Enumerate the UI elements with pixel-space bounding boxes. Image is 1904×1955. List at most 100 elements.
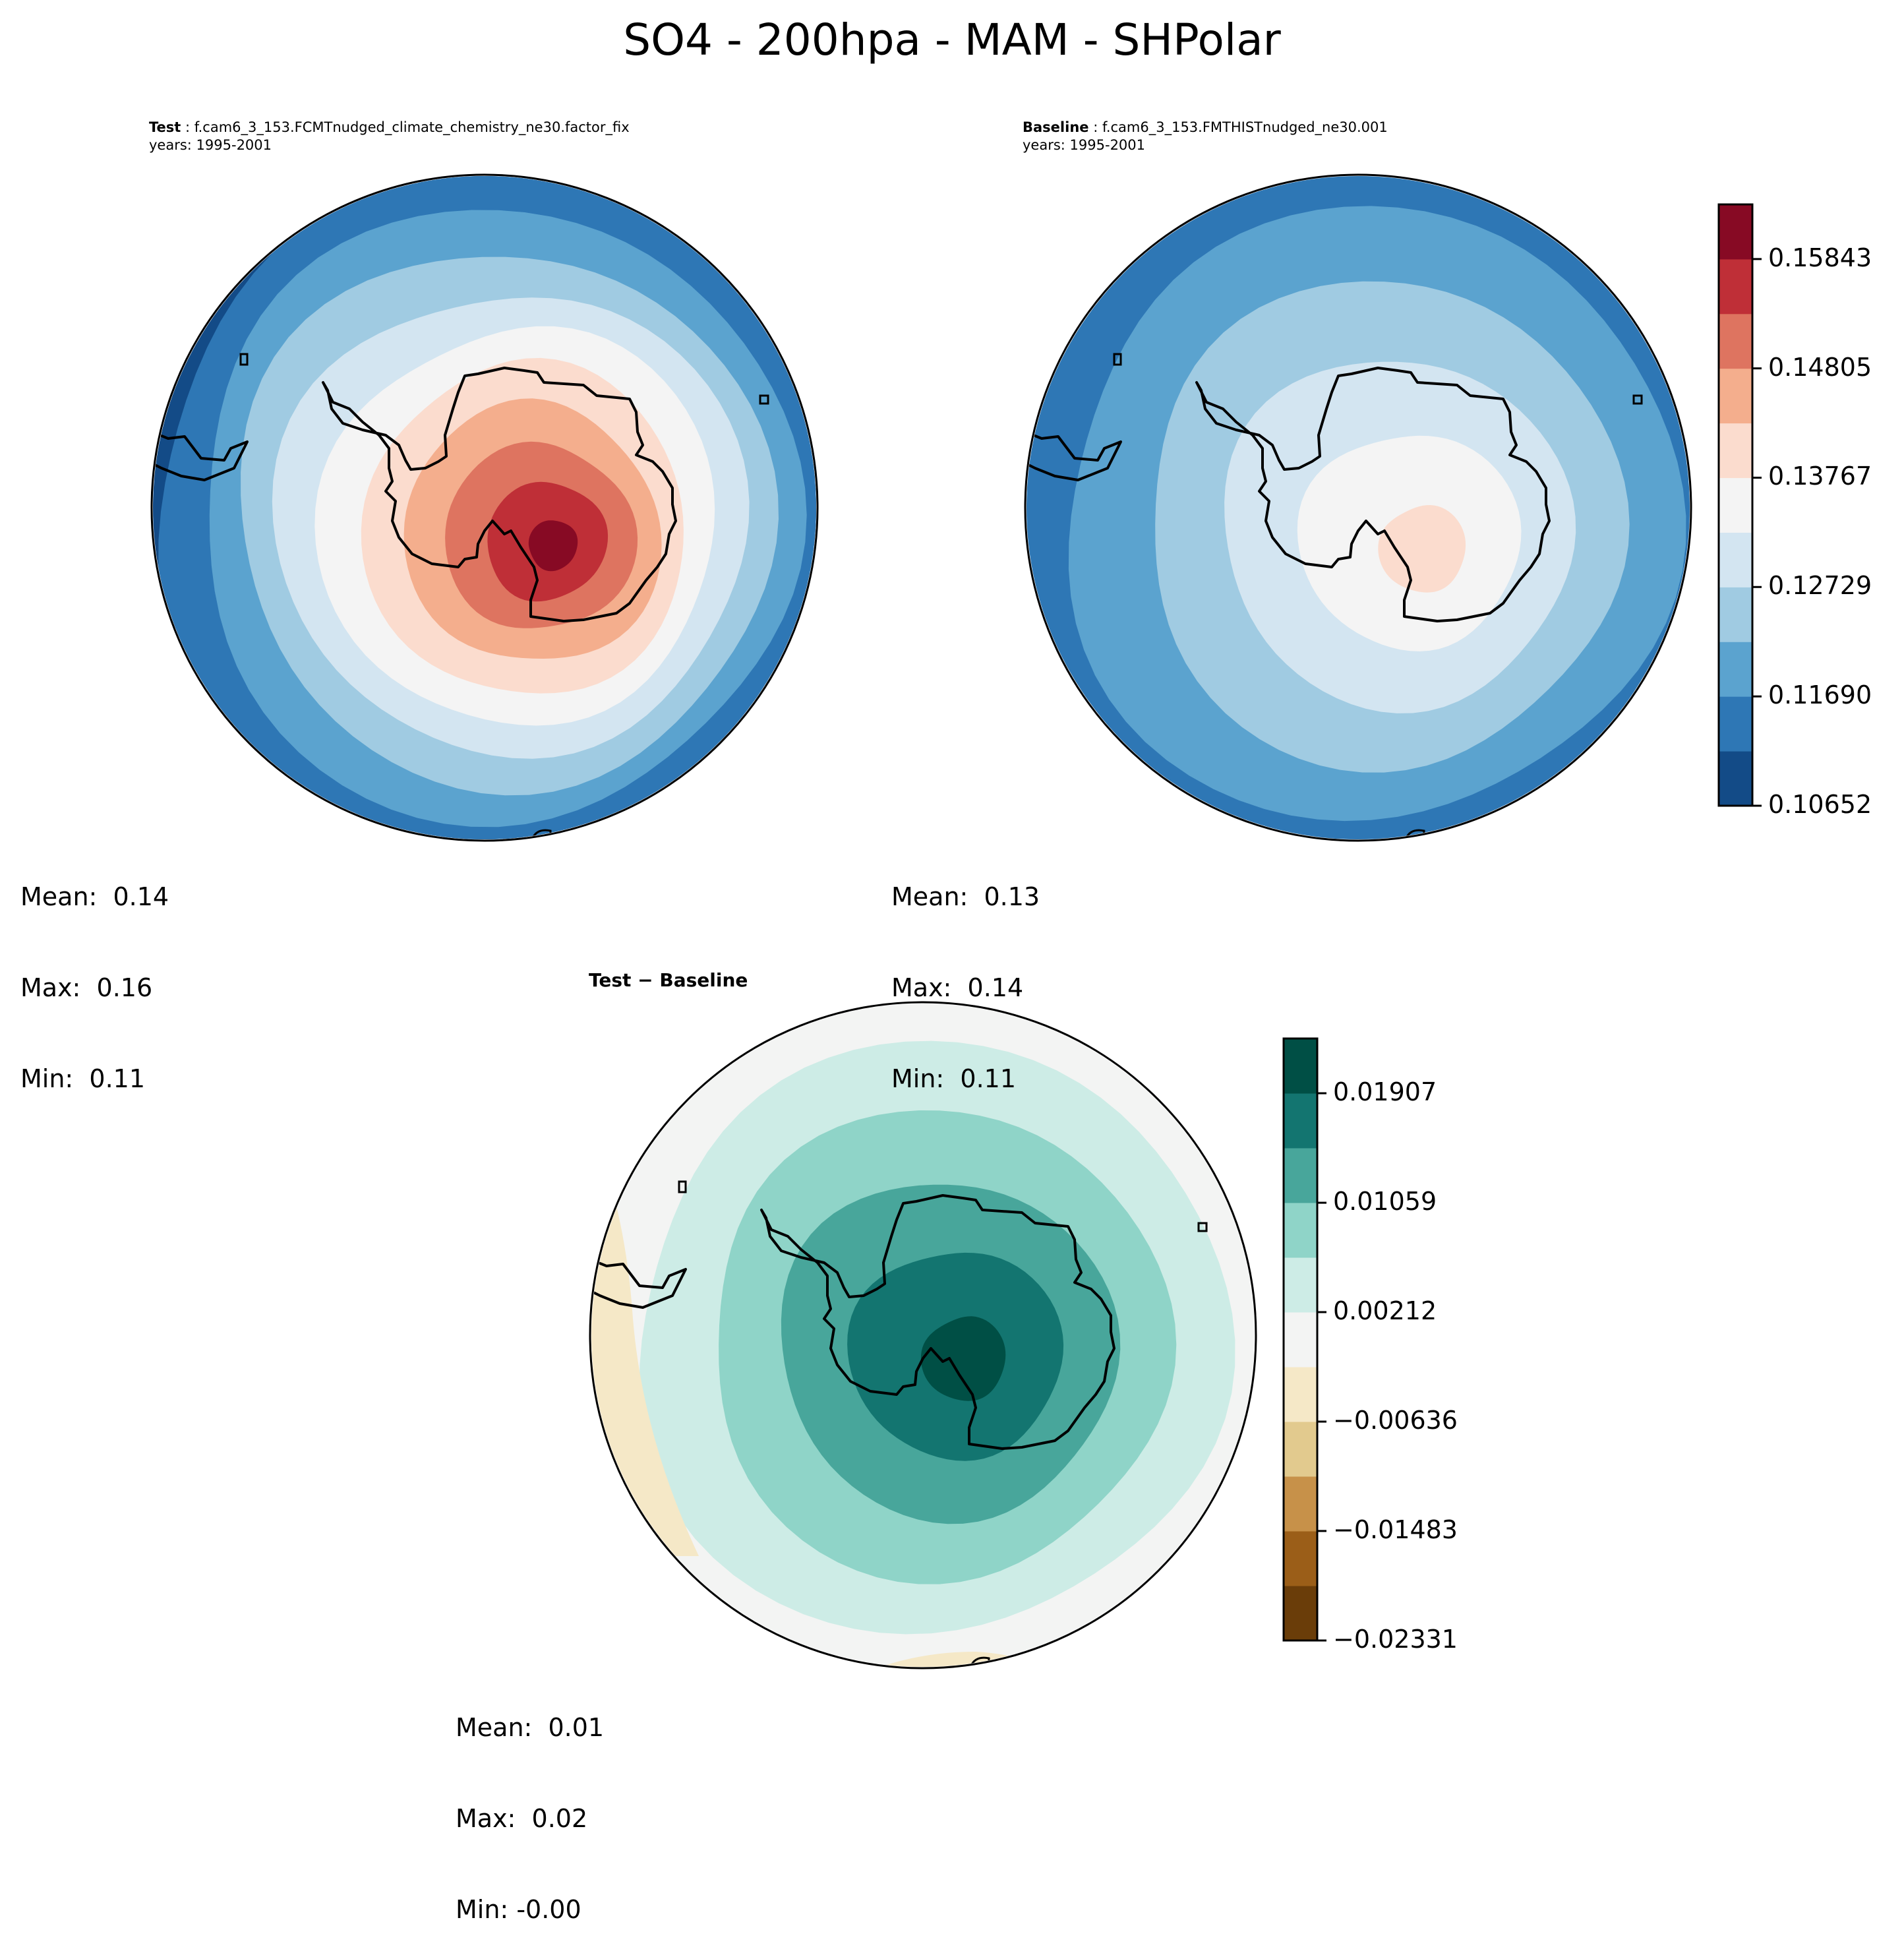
test-map-border	[150, 173, 819, 842]
diff-max-label: Max:	[456, 1804, 532, 1833]
colorbar-tick-label: 0.12729	[1768, 571, 1872, 601]
coastline-island	[529, 829, 552, 839]
contour-band	[528, 520, 578, 572]
colorbar-segment	[1719, 696, 1752, 752]
colorbar-segment	[1284, 1312, 1317, 1368]
colorbar-tick-label: 0.13767	[1768, 462, 1872, 491]
coastline-island	[1632, 394, 1643, 405]
test-case-name: f.cam6_3_153.FCMTnudged_climate_chemistr…	[194, 119, 630, 135]
baseline-years: years: 1995-2001	[1023, 137, 1146, 153]
diff-min: -0.00	[516, 1895, 581, 1924]
diff-title-baseline: Baseline	[659, 969, 748, 991]
colorbar-segment	[1719, 258, 1752, 315]
baseline-case-name: f.cam6_3_153.FMTHISTnudged_ne30.001	[1102, 119, 1388, 135]
test-stats: Mean: 0.14 Max: 0.16 Min: 0.11	[20, 821, 169, 1124]
colorbar-tick-label: 0.10652	[1768, 790, 1872, 819]
colorbar-frame	[1717, 203, 1754, 807]
colorbar-tick-label: 0.01059	[1333, 1187, 1437, 1217]
baseline-min-label: Min:	[891, 1064, 961, 1093]
colorbar-segment	[1284, 1038, 1317, 1094]
baseline-map	[1026, 176, 1690, 839]
baseline-label: Baseline	[1023, 119, 1089, 135]
test-label: Test	[149, 119, 181, 135]
diff-title-test: Test	[589, 969, 632, 991]
test-min-label: Min:	[20, 1064, 90, 1093]
colorbar-tick-label: 0.15843	[1768, 243, 1872, 272]
colorbar-segment	[1719, 642, 1752, 697]
colorbar-segment	[1284, 1203, 1317, 1258]
baseline-min: 0.11	[960, 1064, 1016, 1093]
colorbar-tick-label: 0.14805	[1768, 352, 1872, 382]
contour-band	[920, 1316, 1006, 1401]
colorbar-frame	[1282, 1037, 1319, 1642]
baseline-mean-label: Mean:	[891, 882, 984, 911]
colorbar-tick-label: −0.02331	[1333, 1625, 1458, 1654]
baseline-sep: :	[1088, 119, 1102, 135]
baseline-map-border	[1024, 173, 1692, 842]
coastline-island	[1197, 1222, 1208, 1232]
contour-band	[877, 1652, 1028, 1667]
colorbar-segment	[1284, 1367, 1317, 1422]
contour-band	[591, 1141, 699, 1556]
test-mean: 0.14	[113, 882, 169, 911]
coastline-island	[678, 1180, 687, 1193]
diff-map-border	[589, 1001, 1257, 1669]
colorbar-tick-label: −0.00636	[1333, 1406, 1458, 1435]
colorbar-segment	[1719, 368, 1752, 424]
test-baseline-colorbar	[1717, 203, 1762, 807]
colorbar-segment	[1284, 1093, 1317, 1149]
diff-mean: 0.01	[548, 1713, 605, 1742]
coastline-antarctica	[760, 1194, 1116, 1450]
colorbar-segment	[1719, 204, 1752, 260]
test-header: Test : f.cam6_3_153.FCMTnudged_climate_c…	[149, 119, 630, 154]
coastline-island	[968, 1656, 990, 1667]
diff-min-label: Min:	[456, 1895, 517, 1924]
baseline-mean: 0.13	[984, 882, 1040, 911]
test-mean-label: Mean:	[20, 882, 113, 911]
test-sep: :	[181, 119, 194, 135]
coastline-island	[1113, 353, 1122, 366]
diff-stats: Mean: 0.01 Max: 0.02 Min: -0.00	[456, 1652, 604, 1955]
baseline-stats: Mean: 0.13 Max: 0.14 Min: 0.11	[891, 821, 1040, 1124]
colorbar-segment	[1719, 587, 1752, 642]
colorbar-segment	[1284, 1148, 1317, 1203]
coastline-island	[239, 353, 249, 366]
contour-band	[1378, 505, 1466, 593]
coastline-island	[1403, 829, 1425, 839]
coastline-antarctica	[322, 367, 677, 622]
coastline-south-america	[153, 431, 249, 481]
diff-map	[591, 1004, 1255, 1667]
test-map	[153, 176, 816, 839]
coastline-antarctica	[1195, 367, 1551, 622]
diff-title-op: −	[631, 969, 660, 991]
baseline-max: 0.14	[967, 973, 1024, 1002]
test-max-label: Max:	[20, 973, 97, 1002]
colorbar-tick-label: 0.01907	[1333, 1077, 1437, 1107]
colorbar-segment	[1719, 477, 1752, 533]
test-years: years: 1995-2001	[149, 137, 272, 153]
colorbar-segment	[1719, 532, 1752, 587]
diff-colorbar	[1282, 1037, 1326, 1642]
colorbar-tick-label: −0.01483	[1333, 1515, 1458, 1544]
test-min: 0.11	[89, 1064, 145, 1093]
test-max: 0.16	[96, 973, 153, 1002]
colorbar-segment	[1284, 1476, 1317, 1532]
colorbar-segment	[1719, 423, 1752, 479]
colorbar-segment	[1284, 1257, 1317, 1313]
coastline-south-america	[1026, 431, 1122, 481]
figure-title: SO4 - 200hpa - MAM - SHPolar	[623, 15, 1281, 65]
colorbar-segment	[1284, 1422, 1317, 1477]
diff-title: Test − Baseline	[589, 969, 748, 991]
colorbar-segment	[1284, 1586, 1317, 1641]
coastline-south-america	[591, 1258, 687, 1309]
coastline-island	[759, 394, 769, 405]
diff-mean-label: Mean:	[456, 1713, 549, 1742]
baseline-max-label: Max:	[891, 973, 968, 1002]
colorbar-segment	[1719, 751, 1752, 806]
colorbar-tick-label: 0.11690	[1768, 680, 1872, 710]
colorbar-tick-label: 0.00212	[1333, 1296, 1437, 1325]
baseline-header: Baseline : f.cam6_3_153.FMTHISTnudged_ne…	[1023, 119, 1388, 154]
colorbar-segment	[1719, 313, 1752, 369]
figure-canvas	[150, 173, 1762, 1669]
colorbar-segment	[1284, 1531, 1317, 1586]
